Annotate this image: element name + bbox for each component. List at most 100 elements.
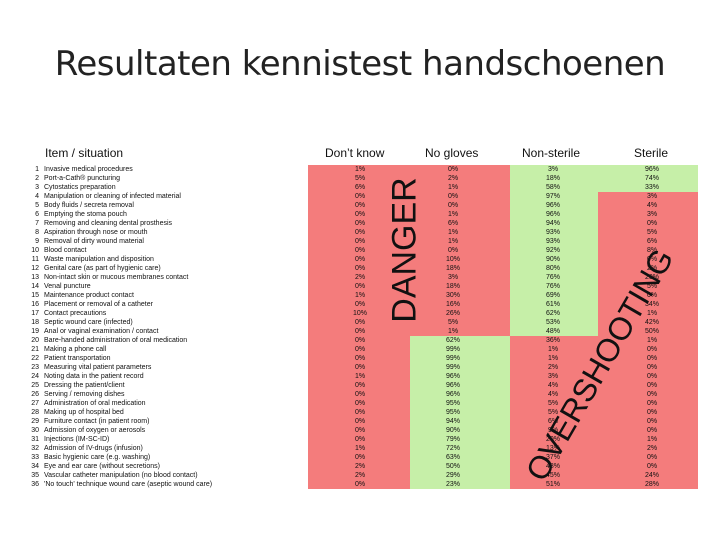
- no-gloves-cell: 99%: [445, 364, 460, 371]
- no-gloves-cell: 18%: [445, 265, 460, 272]
- row-number: 18: [31, 319, 39, 326]
- sterile-cell: 0%: [646, 256, 658, 263]
- sterile-cell: 1%: [646, 436, 658, 443]
- dont-know-cell: 0%: [354, 301, 366, 308]
- dont-know-cell: 5%: [354, 175, 366, 182]
- dont-know-cell: 0%: [354, 400, 366, 407]
- row-number: 28: [31, 409, 39, 416]
- row-number: 1: [35, 166, 39, 173]
- non-sterile-cell: 37%: [545, 454, 560, 461]
- no-gloves-cell: 50%: [445, 463, 460, 470]
- no-gloves-cell: 16%: [445, 301, 460, 308]
- row-number: 8: [35, 229, 39, 236]
- sterile-cell: 0%: [646, 373, 658, 380]
- non-sterile-cell: 80%: [545, 265, 560, 272]
- row-item-label: Removal of dirty wound material: [44, 238, 144, 245]
- row-item-label: Making up of hospital bed: [44, 409, 124, 416]
- sterile-cell: 4%: [646, 202, 658, 209]
- dont-know-column-fill: [308, 165, 410, 489]
- row-number: 4: [35, 193, 39, 200]
- row-item-label: Septic wound care (infected): [44, 319, 133, 326]
- row-item-label: Placement or removal of a catheter: [44, 301, 153, 308]
- sterile-cell: 0%: [646, 355, 658, 362]
- row-number: 32: [31, 445, 39, 452]
- row-number: 34: [31, 463, 39, 470]
- sterile-cell: 0%: [646, 427, 658, 434]
- no-gloves-cell: 99%: [445, 355, 460, 362]
- non-sterile-cell: 69%: [545, 292, 560, 299]
- row-item-label: Genital care (as part of hygienic care): [44, 265, 161, 272]
- no-gloves-cell: 90%: [445, 427, 460, 434]
- row-item-label: Admission of IV-drugs (infusion): [44, 445, 143, 452]
- sterile-cell: 24%: [644, 472, 659, 479]
- dont-know-cell: 0%: [354, 436, 366, 443]
- dont-know-cell: 0%: [354, 364, 366, 371]
- sterile-cell: 28%: [644, 481, 659, 488]
- row-number: 6: [35, 211, 39, 218]
- row-number: 3: [35, 184, 39, 191]
- header-item-situation: Item / situation: [45, 146, 124, 160]
- dont-know-cell: 0%: [354, 256, 366, 263]
- non-sterile-cell: 1%: [547, 346, 559, 353]
- non-sterile-cell: 76%: [545, 274, 560, 281]
- non-sterile-cell: 92%: [545, 247, 560, 254]
- sterile-cell: 34%: [644, 301, 659, 308]
- sterile-cell: 20%: [644, 274, 659, 281]
- row-item-label: Body fluids / secreta removal: [44, 202, 134, 209]
- no-gloves-cell: 0%: [447, 247, 459, 254]
- no-gloves-cell: 63%: [445, 454, 460, 461]
- row-item-label: Cytostatics preparation: [44, 184, 116, 191]
- dont-know-cell: 0%: [354, 337, 366, 344]
- no-gloves-danger-fill-lower: [410, 219, 510, 336]
- header-no-gloves: No gloves: [425, 146, 479, 160]
- row-number: 16: [31, 301, 39, 308]
- sterile-cell: 0%: [646, 292, 658, 299]
- dont-know-cell: 0%: [354, 427, 366, 434]
- no-gloves-cell: 1%: [447, 211, 459, 218]
- no-gloves-cell: 62%: [445, 337, 460, 344]
- row-number: 24: [31, 373, 39, 380]
- no-gloves-cell: 3%: [447, 274, 459, 281]
- row-number: 27: [31, 400, 39, 407]
- dont-know-cell: 0%: [354, 265, 366, 272]
- dont-know-cell: 0%: [354, 418, 366, 425]
- row-number: 15: [31, 292, 39, 299]
- non-sterile-cell: 62%: [545, 310, 560, 317]
- non-sterile-cell: 4%: [547, 391, 559, 398]
- row-number: 23: [31, 364, 39, 371]
- no-gloves-cell: 1%: [447, 238, 459, 245]
- no-gloves-cell: 2%: [447, 175, 459, 182]
- sterile-cell: 96%: [644, 166, 659, 173]
- page-title: Resultaten kennistest handschoenen: [54, 44, 666, 84]
- no-gloves-cell: 29%: [445, 472, 460, 479]
- row-number: 14: [31, 283, 39, 290]
- row-item-label: Basic hygienic care (e.g. washing): [44, 454, 151, 461]
- no-gloves-cell: 0%: [447, 166, 459, 173]
- row-item-label: Port-a-Cath® puncturing: [44, 175, 120, 182]
- sterile-cell: 1%: [646, 337, 658, 344]
- row-item-label: Emptying the stoma pouch: [44, 211, 127, 218]
- row-number: 31: [31, 436, 39, 443]
- sterile-cell: 3%: [646, 193, 658, 200]
- sterile-cell: 42%: [644, 319, 659, 326]
- row-item-label: Contact precautions: [44, 310, 107, 317]
- dont-know-cell: 0%: [354, 283, 366, 290]
- dont-know-cell: 2%: [354, 472, 366, 479]
- no-gloves-cell: 1%: [447, 328, 459, 335]
- row-item-label: Noting data in the patient record: [44, 373, 144, 380]
- header-non-sterile: Non-sterile: [522, 146, 581, 160]
- row-item-label: Making a phone call: [44, 346, 107, 353]
- row-item-label: Dressing the patient/client: [44, 382, 125, 389]
- dont-know-cell: 1%: [354, 373, 366, 380]
- no-gloves-cell: 95%: [445, 400, 460, 407]
- dont-know-cell: 0%: [354, 382, 366, 389]
- dont-know-cell: 0%: [354, 220, 366, 227]
- sterile-cell: 2%: [646, 445, 658, 452]
- non-sterile-cell: 13%: [545, 445, 560, 452]
- row-item-label: Injections (IM-SC-ID): [44, 436, 110, 443]
- header-sterile: Sterile: [634, 146, 669, 160]
- row-number: 5: [35, 202, 39, 209]
- no-gloves-cell: 79%: [445, 436, 460, 443]
- row-item-label: Invasive medical procedures: [44, 166, 133, 173]
- row-number: 35: [31, 472, 39, 479]
